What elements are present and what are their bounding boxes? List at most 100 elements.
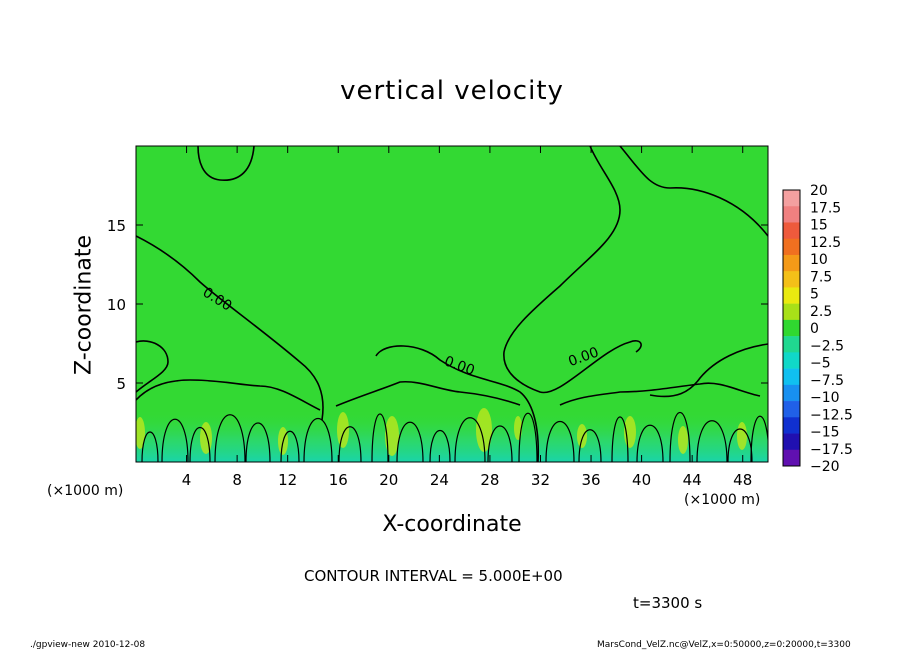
contour-top-left-bump — [197, 146, 255, 181]
colorbar-label: 10 — [810, 252, 828, 268]
colorbar-label: 5 — [810, 287, 819, 303]
contour-lines — [136, 146, 768, 462]
x-tick-label: 24 — [430, 471, 449, 489]
contour-right-low — [559, 382, 761, 406]
contour-spike — [141, 431, 159, 462]
contour-spike — [611, 416, 629, 462]
contour-spike — [245, 422, 271, 462]
x-tick-label: 44 — [683, 471, 702, 489]
x-tick-label: 8 — [232, 471, 242, 489]
colorbar-label: −10 — [810, 390, 840, 406]
plot-field — [136, 146, 768, 462]
colorbar-cell — [783, 287, 800, 304]
contour-spike — [750, 415, 768, 462]
colorbar-label: 7.5 — [810, 269, 832, 285]
colorbar-label: 0 — [810, 321, 819, 337]
contour-right — [649, 343, 768, 398]
updraft-blob — [136, 417, 145, 449]
contour-spikes — [141, 412, 768, 462]
colorbar-label: −12.5 — [810, 407, 853, 423]
y-tick-label: 15 — [107, 217, 126, 235]
contour-top-right — [619, 146, 768, 237]
y-tick-label: 10 — [107, 296, 126, 314]
updraft-blob — [476, 408, 492, 452]
colorbar-cell — [783, 368, 800, 386]
colorbar-label: −17.5 — [810, 442, 853, 458]
contour-spike — [161, 418, 189, 462]
contour-spike — [371, 413, 389, 462]
x-tick-label: 4 — [182, 471, 192, 489]
colorbar-frame — [782, 189, 801, 467]
colorbar-cell — [783, 352, 800, 369]
colorbar-cell — [783, 222, 800, 240]
x-tick-label: 48 — [733, 471, 752, 489]
updraft-blob — [200, 422, 212, 454]
contour-spike — [396, 421, 424, 462]
colorbar-label: −20 — [810, 459, 840, 475]
y-tick-label: 5 — [116, 375, 126, 393]
footer-left: ./gpview-new 2010-12-08 — [30, 640, 146, 650]
contour-upper-right — [503, 146, 642, 394]
y-axis-ticks: 5 10 15 — [107, 217, 768, 393]
contour-spike — [454, 417, 486, 462]
contour-spike — [189, 427, 211, 462]
colorbar-cell — [783, 384, 800, 402]
x-tick-label: 12 — [278, 471, 297, 489]
colorbar-label: 12.5 — [810, 235, 841, 251]
colorbar-cell — [783, 190, 800, 207]
x-tick-label: 32 — [531, 471, 550, 489]
contour-spike — [338, 426, 362, 462]
colorbar-label: −7.5 — [810, 373, 844, 389]
contour-spike — [214, 414, 246, 462]
contour-spike — [487, 425, 513, 462]
x-tick-label: 36 — [581, 471, 600, 489]
colorbar-cell — [783, 417, 800, 434]
colorbar-cell — [783, 254, 800, 272]
updraft-blob — [678, 426, 688, 454]
updraft-blob — [337, 412, 349, 448]
colorbar-label: −5 — [810, 356, 831, 372]
colorbar-cell — [783, 319, 800, 337]
near-surface-band — [136, 410, 768, 462]
colorbar-label: −2.5 — [810, 338, 844, 354]
x-axis-label: X-coordinate — [382, 512, 522, 537]
colorbar-label: 17.5 — [810, 200, 841, 216]
colorbar-label: 15 — [810, 218, 828, 234]
contour-spike — [429, 430, 451, 462]
contour-mid — [375, 345, 540, 462]
x-tick-label: 40 — [632, 471, 651, 489]
colorbar-cell — [783, 433, 800, 451]
colorbar-label: 2.5 — [810, 304, 832, 320]
updraft-blob — [385, 416, 399, 456]
colorbar-cell — [783, 449, 800, 467]
contour-left-bulge — [136, 340, 169, 393]
contour-interval-label: CONTOUR INTERVAL = 5.000E+00 — [304, 567, 563, 585]
x-tick-label: 28 — [480, 471, 499, 489]
contour-mid-low — [335, 380, 521, 407]
contour-spike — [669, 412, 691, 462]
contour-spike — [636, 424, 664, 462]
colorbar-cell — [783, 238, 800, 256]
contour-spike — [696, 420, 728, 462]
colorbar-label: −15 — [810, 425, 840, 441]
colorbar-cell — [783, 401, 800, 418]
footer-right: MarsCond_VelZ.nc@VelZ,x=0:50000,z=0:2000… — [597, 640, 851, 650]
colorbar-label: 20 — [810, 183, 828, 199]
contour-spike — [578, 429, 602, 462]
x-axis-ticks: 4 8 12 16 20 24 28 32 36 40 44 48 — [182, 146, 752, 489]
contour-low-band — [136, 379, 321, 411]
x-unit-right: (×1000 m) — [684, 492, 761, 508]
contour-upper — [136, 235, 324, 421]
colorbar-cell — [783, 336, 800, 353]
contour-spike — [545, 420, 575, 462]
chart-title: vertical velocity — [340, 76, 564, 106]
contour-spike — [280, 430, 300, 462]
contour-spike — [518, 412, 538, 462]
time-label: t=3300 s — [633, 594, 703, 612]
contour-spike — [303, 417, 333, 462]
plot-overlays — [136, 146, 768, 462]
x-tick-label: 16 — [329, 471, 348, 489]
x-unit-left: (×1000 m) — [47, 483, 124, 499]
